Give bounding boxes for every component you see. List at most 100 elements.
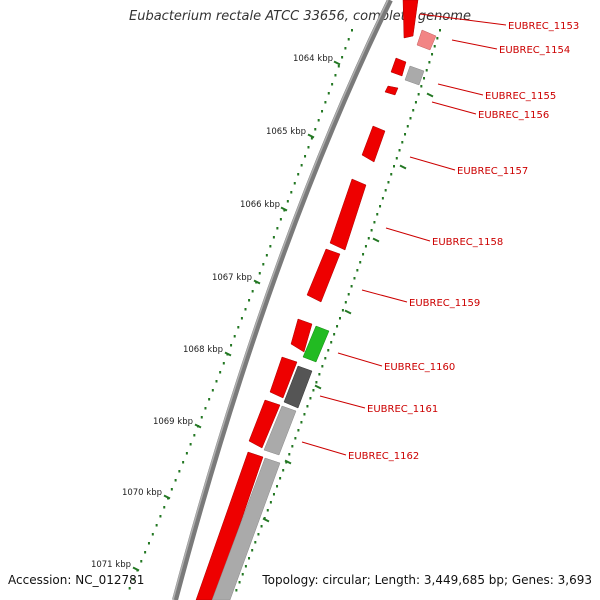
tick-dot [356,269,359,272]
tick-dot [291,445,294,448]
gene-leader-line [385,227,431,242]
tick-dot [290,191,293,194]
gene-feature[interactable] [384,85,399,96]
gene-label[interactable]: EUBREC_1162 [348,451,419,462]
tick-dot [294,437,297,440]
gene-feature[interactable] [283,365,313,409]
kbp-label: 1064 kbp [293,54,333,64]
tick-dot [159,515,162,518]
tick-dot [257,533,260,536]
gene-label[interactable]: EUBREC_1159 [409,298,480,309]
gene-feature[interactable] [416,29,437,51]
tick-dot [428,61,431,64]
tick-dot [128,587,131,590]
gene-label[interactable]: EUBREC_1155 [485,91,556,102]
gene-label[interactable]: EUBREC_1161 [367,404,438,415]
kbp-label: 1071 kbp [91,560,131,570]
tick-dot [288,453,291,456]
tick-dot [310,137,313,140]
gene-feature[interactable] [329,178,367,251]
tick-dot [341,56,344,59]
gene-leader-line [409,156,456,171]
tick-dot [272,493,275,496]
gene-label[interactable]: EUBREC_1160 [384,362,455,373]
gene-label[interactable]: EUBREC_1154 [499,45,570,56]
tick-dot [341,309,344,312]
tick-dot [285,461,288,464]
tick-dot [279,477,282,480]
tick-dot [276,227,279,230]
gene-feature[interactable] [269,356,298,399]
kbp-tick [132,566,140,572]
kbp-tick [253,279,261,285]
tick-dot [321,110,324,113]
tick-dot [307,146,310,149]
gene-feature[interactable] [390,57,407,77]
tick-dot [262,263,265,266]
tick-dot [222,362,225,365]
tick-dot [420,85,423,88]
tick-dot [155,524,158,527]
tick-dot [381,197,384,200]
kbp-tick [194,423,202,429]
major-tick [314,384,322,390]
gene-label[interactable]: EUBREC_1153 [508,21,579,32]
tick-dot [384,189,387,192]
tick-dot [321,365,324,368]
gene-feature[interactable] [361,125,386,163]
tick-dot [433,45,436,48]
genome-backbone-highlight [172,0,389,600]
tick-dot [395,157,398,160]
tick-dot [147,542,150,545]
tick-dot [189,443,192,446]
tick-dot [178,470,181,473]
tick-dot [337,65,340,68]
gene-leader-line [301,441,347,456]
tick-dot [282,469,285,472]
tick-dot [324,357,327,360]
gene-feature[interactable] [263,405,297,456]
tick-dot [244,565,247,568]
gene-feature[interactable] [248,399,281,449]
tick-dot [318,373,321,376]
tick-dot [303,413,306,416]
major-tick [426,92,434,98]
kbp-label: 1068 kbp [183,345,223,355]
gene-feature[interactable] [306,248,341,303]
tick-dot [331,83,334,86]
major-tick [262,517,270,523]
tick-dot [251,549,254,552]
tick-dot [390,173,393,176]
accession-text: Accession: NC_012781 [8,573,145,587]
tick-dot [334,74,337,77]
gene-feature[interactable] [402,0,419,39]
tick-dot [211,389,214,392]
tick-dot [240,317,243,320]
genome-summary-text: Topology: circular; Length: 3,449,685 bp… [262,573,592,587]
tick-dot [266,509,269,512]
tick-dot [241,573,244,576]
tick-dot [304,155,307,158]
kbp-tick [224,351,232,357]
tick-dot [251,290,254,293]
gene-feature[interactable] [404,65,425,86]
tick-dot [248,557,251,560]
tick-dot [431,53,434,56]
tick-dot [140,560,143,563]
gene-leader-line [431,101,477,115]
tick-dot [344,301,347,304]
gene-label[interactable]: EUBREC_1158 [432,237,503,248]
gene-feature[interactable] [195,451,264,600]
gene-feature[interactable] [211,457,281,600]
gene-label[interactable]: EUBREC_1157 [457,166,528,177]
tick-dot [412,109,415,112]
tick-dot [333,333,336,336]
tick-dot [350,285,353,288]
tick-dot [297,429,300,432]
gene-feature[interactable] [302,325,330,363]
gene-leader-line [319,395,366,409]
gene-label[interactable]: EUBREC_1156 [478,110,549,121]
gene-feature[interactable] [290,318,313,353]
tick-dot [436,37,439,40]
leader-lines [301,13,507,456]
